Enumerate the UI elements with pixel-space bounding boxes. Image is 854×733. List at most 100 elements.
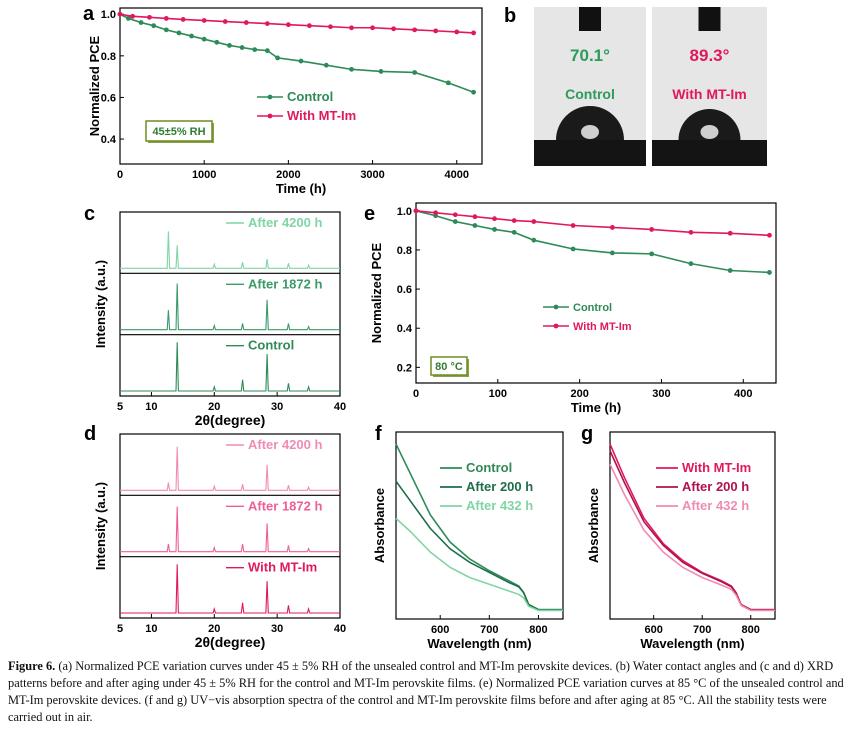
data-point bbox=[189, 33, 194, 39]
data-point bbox=[609, 250, 615, 256]
x-axis-label: Wavelength (nm) bbox=[640, 636, 744, 651]
legend-label: Control bbox=[287, 89, 333, 104]
x-tick-label: 20 bbox=[208, 623, 220, 635]
panel-g-frame bbox=[609, 431, 776, 620]
annotation-box bbox=[145, 120, 213, 142]
y-tick-label: 1.0 bbox=[101, 9, 116, 21]
annotation-box bbox=[430, 356, 468, 376]
x-tick-label: 2000 bbox=[276, 169, 300, 181]
data-point bbox=[239, 45, 245, 50]
x-tick-label: 20 bbox=[208, 401, 220, 413]
y-axis-label: Normalized PCE bbox=[87, 35, 102, 136]
panel-label: f bbox=[375, 423, 382, 445]
x-axis-label: Time (h) bbox=[571, 400, 621, 415]
panel-a-frame bbox=[119, 7, 483, 165]
y-tick-label: 1.0 bbox=[397, 206, 412, 218]
needle bbox=[698, 7, 721, 31]
panel-d-frame bbox=[119, 433, 341, 619]
panel-label: g bbox=[581, 423, 593, 445]
legend-label: After 200 h bbox=[682, 479, 749, 494]
data-point bbox=[252, 47, 258, 52]
data-point bbox=[511, 218, 517, 224]
water-droplet bbox=[678, 109, 741, 140]
legend-label: After 4200 h bbox=[248, 215, 322, 230]
data-point bbox=[492, 227, 497, 232]
y-axis-label: Intensity (a.u.) bbox=[93, 260, 108, 348]
legend-label: Control bbox=[573, 302, 612, 314]
panel-label: d bbox=[84, 423, 96, 445]
data-point bbox=[163, 16, 169, 21]
data-point bbox=[391, 26, 397, 32]
data-point bbox=[433, 210, 439, 216]
x-tick-label: 5 bbox=[117, 623, 123, 635]
data-point bbox=[471, 30, 476, 36]
x-axis-label: 2θ(degree) bbox=[195, 634, 266, 650]
y-tick-label: 0.2 bbox=[397, 362, 412, 374]
absorbance-curve-2 bbox=[395, 517, 563, 612]
data-point bbox=[433, 28, 439, 34]
data-point bbox=[349, 66, 354, 72]
xrd-pattern-1 bbox=[120, 283, 340, 331]
annotation-label: 45±5% RH bbox=[152, 126, 205, 138]
legend-marker bbox=[553, 323, 559, 329]
data-point bbox=[214, 39, 220, 45]
x-tick-label: 600 bbox=[431, 624, 449, 636]
x-tick-label: 800 bbox=[529, 624, 547, 636]
y-tick-label: 0.8 bbox=[101, 51, 116, 63]
y-axis-label: Normalized PCE bbox=[369, 242, 384, 343]
contact-angle-value: 89.3° bbox=[690, 46, 730, 65]
y-tick-label: 0.6 bbox=[397, 284, 412, 296]
figure-caption: Figure 6. (a) Normalized PCE variation c… bbox=[8, 658, 844, 726]
contact-angle-value: 70.1° bbox=[570, 46, 610, 65]
legend-label: After 1872 h bbox=[248, 498, 322, 513]
data-point bbox=[452, 212, 458, 218]
data-point bbox=[227, 43, 232, 48]
x-tick-label: 5 bbox=[117, 401, 123, 413]
y-axis-label: Absorbance bbox=[586, 488, 601, 563]
legend-label: After 432 h bbox=[466, 498, 533, 513]
x-tick-label: 4000 bbox=[445, 169, 469, 181]
data-point bbox=[180, 17, 186, 22]
annotation-label: 80 °C bbox=[435, 361, 463, 373]
substrate bbox=[534, 140, 646, 166]
legend-marker bbox=[267, 94, 273, 100]
data-point bbox=[767, 232, 772, 238]
data-point bbox=[412, 70, 418, 75]
panel-label: b bbox=[504, 5, 516, 27]
legend-label: With MT-Im bbox=[248, 560, 317, 575]
data-point bbox=[413, 208, 419, 214]
data-point bbox=[570, 246, 576, 252]
data-point bbox=[378, 69, 384, 74]
xrd-pattern-2 bbox=[120, 564, 340, 614]
series-line-1 bbox=[415, 210, 770, 237]
panel-label: e bbox=[364, 203, 375, 225]
data-point bbox=[349, 25, 354, 31]
data-point bbox=[307, 23, 312, 29]
caption-label: Figure 6. bbox=[8, 659, 56, 673]
y-tick-label: 0.8 bbox=[397, 245, 412, 257]
legend-label: Control bbox=[466, 460, 512, 475]
panel-label: a bbox=[83, 3, 95, 25]
x-tick-label: 100 bbox=[489, 388, 507, 400]
data-point bbox=[264, 48, 270, 54]
x-tick-label: 10 bbox=[145, 623, 157, 635]
data-point bbox=[472, 214, 478, 220]
contact-angle-sample: With MT-Im bbox=[672, 86, 747, 102]
data-point bbox=[201, 18, 207, 23]
y-tick-label: 0.4 bbox=[101, 134, 117, 146]
x-axis-label: 2θ(degree) bbox=[195, 412, 266, 428]
panel-e-frame bbox=[415, 202, 777, 384]
x-tick-label: 400 bbox=[734, 388, 752, 400]
panel-f-frame bbox=[395, 431, 564, 620]
data-point bbox=[492, 216, 497, 222]
data-point bbox=[511, 229, 517, 235]
legend-label: With MT-Im bbox=[682, 460, 751, 475]
data-point bbox=[531, 219, 537, 224]
x-tick-label: 3000 bbox=[360, 169, 384, 181]
x-tick-label: 600 bbox=[644, 624, 662, 636]
y-tick-label: 0.6 bbox=[101, 92, 116, 104]
data-point bbox=[117, 11, 123, 17]
data-point bbox=[609, 225, 615, 230]
data-point bbox=[275, 55, 280, 61]
